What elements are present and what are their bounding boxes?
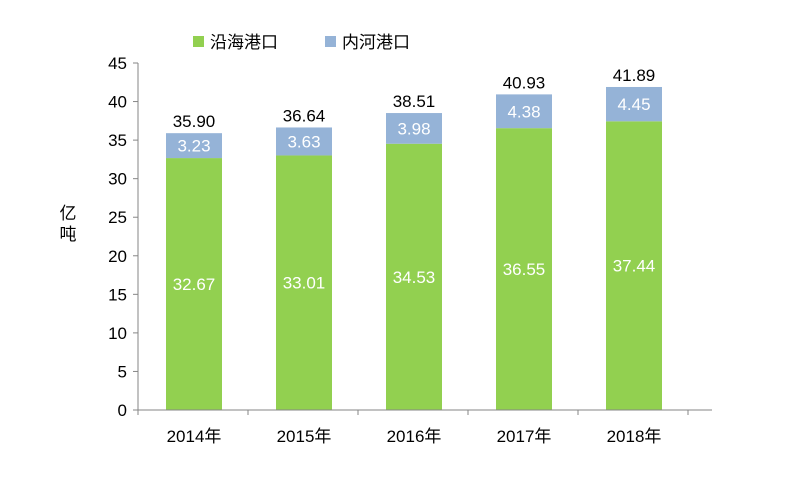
- total-label: 41.89: [613, 66, 656, 85]
- y-tick-label: 25: [108, 208, 127, 227]
- y-tick-label: 20: [108, 247, 127, 266]
- bar-segment-coastal: [606, 121, 662, 411]
- x-tick-label: 2018年: [607, 427, 662, 446]
- bar-segment-coastal: [166, 158, 222, 410]
- data-label: 36.55: [503, 260, 546, 279]
- y-tick-label: 10: [108, 324, 127, 343]
- data-label: 37.44: [613, 257, 656, 276]
- y-axis: 0 5 10 15 20 25 30 35 40 45 亿吨: [57, 54, 139, 420]
- bar-segment-inland: [386, 113, 442, 144]
- data-label: 33.01: [283, 274, 326, 293]
- y-tick-label: 30: [108, 170, 127, 189]
- bar-segment-inland: [276, 127, 332, 156]
- x-tick-label: 2016年: [387, 427, 442, 446]
- bar-segment-inland: [496, 94, 552, 129]
- bar-segment-inland: [166, 133, 222, 159]
- data-label: 32.67: [173, 275, 216, 294]
- y-tick-label: 35: [108, 131, 127, 150]
- y-tick-label: 15: [108, 285, 127, 304]
- x-tick-label: 2014年: [167, 427, 222, 446]
- legend: 沿海港口 内河港口: [193, 33, 410, 52]
- legend-swatch-2: [325, 36, 336, 47]
- y-tick-label: 40: [108, 93, 127, 112]
- x-tick-label: 2017年: [497, 427, 552, 446]
- data-label: 3.98: [397, 119, 430, 138]
- total-label: 36.64: [283, 106, 326, 125]
- data-label: 3.63: [287, 132, 320, 151]
- data-label: 4.45: [617, 95, 650, 114]
- y-axis-title: 亿吨: [57, 204, 77, 246]
- total-label: 35.90: [173, 112, 216, 131]
- x-tick-label: 2015年: [277, 427, 332, 446]
- total-label: 38.51: [393, 92, 436, 111]
- legend-swatch-1: [193, 36, 204, 47]
- y-tick-label: 0: [118, 401, 127, 420]
- data-label: 34.53: [393, 268, 436, 287]
- data-label: 3.23: [177, 137, 210, 156]
- legend-label-2: 内河港口: [342, 33, 410, 52]
- y-tick-label: 45: [108, 54, 127, 73]
- legend-label-1: 沿海港口: [210, 33, 278, 52]
- total-label: 40.93: [503, 73, 546, 92]
- bar-segment-inland: [606, 86, 662, 122]
- y-tick-label: 5: [118, 362, 127, 381]
- bar-segment-coastal: [496, 128, 552, 411]
- bar-segment-coastal: [276, 155, 332, 410]
- data-label: 4.38: [507, 102, 540, 121]
- bar-segment-coastal: [386, 143, 442, 410]
- bars: 32.67 3.23 35.90 33.01 3.63 36.64 34.53 3.98 38.…: [166, 66, 662, 411]
- x-axis: 2014年 2015年 2016年 2017年 2018年: [137, 409, 712, 446]
